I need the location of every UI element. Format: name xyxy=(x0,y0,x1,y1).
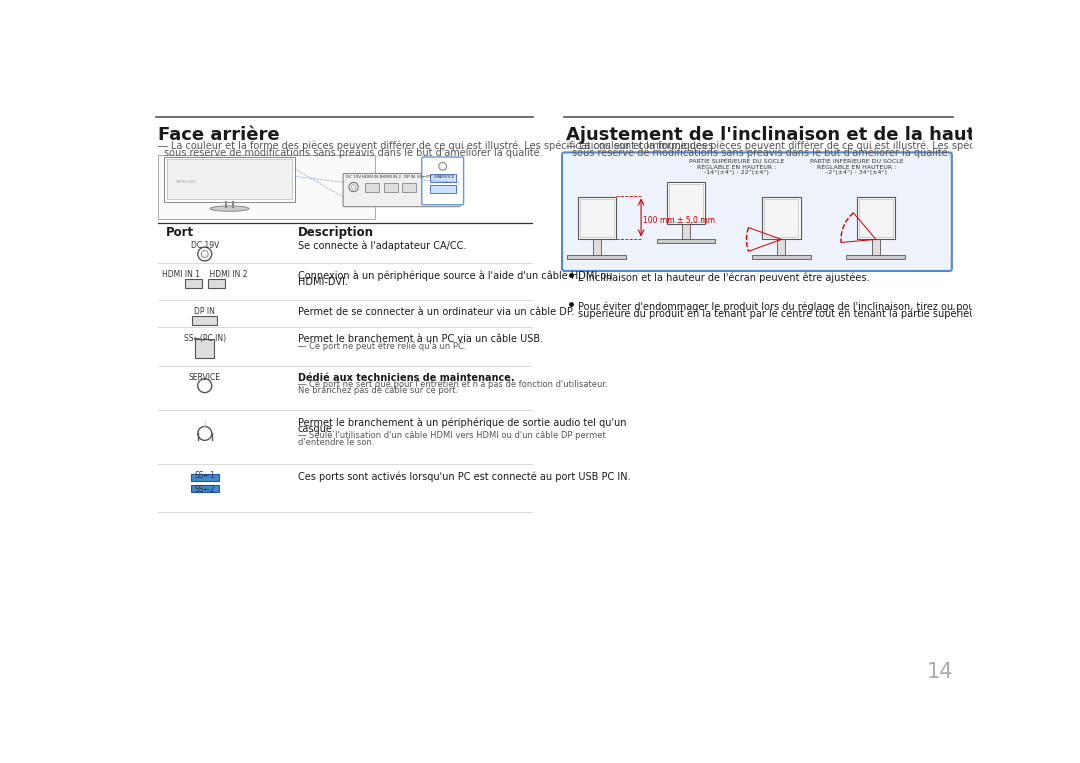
Text: Se connecte à l'adaptateur CA/CC.: Se connecte à l'adaptateur CA/CC. xyxy=(298,241,467,252)
Bar xyxy=(578,197,617,240)
Text: ― Ce port ne peut être relié qu'à un PC.: ― Ce port ne peut être relié qu'à un PC. xyxy=(298,341,467,350)
Text: Face arrière: Face arrière xyxy=(159,126,280,144)
Text: Ajustement de l'inclinaison et de la hauteur du produit: Ajustement de l'inclinaison et de la hau… xyxy=(566,126,1080,144)
Bar xyxy=(191,475,218,481)
Text: Pour éviter d'endommager le produit lors du réglage de l'inclinaison, tirez ou p: Pour éviter d'endommager le produit lors… xyxy=(578,302,1040,312)
Bar xyxy=(567,255,626,259)
Text: ♩: ♩ xyxy=(203,420,206,429)
Text: HDMI IN 2: HDMI IN 2 xyxy=(381,175,401,179)
Text: -14°(±4°) - 22°(±4°): -14°(±4°) - 22°(±4°) xyxy=(704,170,769,175)
Text: SS←(PC IN): SS←(PC IN) xyxy=(184,334,226,343)
Text: SAMSUNG: SAMSUNG xyxy=(175,179,197,184)
Bar xyxy=(207,278,225,288)
Text: Connexion à un périphérique source à l'aide d'un câble HDMI ou: Connexion à un périphérique source à l'a… xyxy=(298,270,612,281)
Bar xyxy=(383,183,397,192)
Text: -2°(±4°) - 34°(±4°): -2°(±4°) - 34°(±4°) xyxy=(826,170,887,175)
Text: Permet de se connecter à un ordinateur via un câble DP.: Permet de se connecter à un ordinateur v… xyxy=(298,307,575,317)
Text: SS←2: SS←2 xyxy=(194,485,215,494)
Text: sous réserve de modifications sans préavis dans le but d'améliorer la qualité.: sous réserve de modifications sans préav… xyxy=(572,147,950,157)
Bar xyxy=(403,183,416,192)
Text: casque.: casque. xyxy=(298,424,336,434)
Bar xyxy=(430,185,456,193)
Text: HDMI IN 1    HDMI IN 2: HDMI IN 1 HDMI IN 2 xyxy=(162,270,247,279)
Bar xyxy=(778,240,785,255)
Text: Permet le branchement à un PC via un câble USB.: Permet le branchement à un PC via un câb… xyxy=(298,334,543,344)
Text: DP IN: DP IN xyxy=(194,307,215,316)
Text: 14: 14 xyxy=(927,662,953,682)
Text: HDMI IN 1: HDMI IN 1 xyxy=(362,175,382,179)
Bar xyxy=(195,340,214,358)
Bar xyxy=(657,240,715,243)
Bar xyxy=(185,278,202,288)
Bar xyxy=(191,485,218,492)
Bar xyxy=(666,182,705,224)
Text: 100 mm ± 5,0 mm: 100 mm ± 5,0 mm xyxy=(644,216,715,225)
Bar xyxy=(422,182,434,194)
Bar xyxy=(164,157,295,201)
Bar xyxy=(847,255,905,259)
Text: sous réserve de modifications sans préavis dans le but d'améliorer la qualité.: sous réserve de modifications sans préav… xyxy=(164,147,543,157)
Text: SERVICE: SERVICE xyxy=(437,175,456,179)
Text: RÉGLABLE EN HAUTEUR :: RÉGLABLE EN HAUTEUR : xyxy=(697,165,777,170)
Bar xyxy=(166,159,293,199)
Text: Ces ports sont activés lorsqu'un PC est connecté au port USB PC IN.: Ces ports sont activés lorsqu'un PC est … xyxy=(298,472,631,481)
Bar xyxy=(856,197,895,240)
Text: ― Seule l'utilisation d'un câble HDMI vers HDMI ou d'un câble DP permet: ― Seule l'utilisation d'un câble HDMI ve… xyxy=(298,431,606,440)
Bar xyxy=(859,199,893,237)
Text: PARTIE SUPÉRIEURE DU SOCLE: PARTIE SUPÉRIEURE DU SOCLE xyxy=(689,159,784,164)
Bar xyxy=(752,255,811,259)
Text: PARTIE INFÉRIEURE DU SOCLE: PARTIE INFÉRIEURE DU SOCLE xyxy=(810,159,903,164)
Text: d'entendre le son.: d'entendre le son. xyxy=(298,438,375,447)
Text: DC 19V: DC 19V xyxy=(346,175,361,179)
FancyBboxPatch shape xyxy=(422,157,463,204)
Text: ― La couleur et la forme des pièces peuvent différer de ce qui est illustré. Les: ― La couleur et la forme des pièces peuv… xyxy=(566,140,1080,150)
Text: Dédié aux techniciens de maintenance.: Dédié aux techniciens de maintenance. xyxy=(298,372,514,382)
Bar xyxy=(159,156,375,219)
Text: Permet le branchement à un périphérique de sortie audio tel qu'un: Permet le branchement à un périphérique … xyxy=(298,417,626,428)
Bar xyxy=(765,199,798,237)
Bar xyxy=(669,184,703,222)
Text: supérieure du produit en la tenant par le centre tout en tenant la partie supéri: supérieure du produit en la tenant par l… xyxy=(578,309,1044,319)
Bar xyxy=(683,224,690,240)
Text: ― Ce port ne sert que pour l'entretien et n'a pas de fonction d'utilisateur.: ― Ce port ne sert que pour l'entretien e… xyxy=(298,379,607,388)
Text: DC 19V: DC 19V xyxy=(190,241,219,250)
Bar xyxy=(430,174,456,182)
Text: SS←1: SS←1 xyxy=(194,472,215,480)
Text: RÉGLABLE EN HAUTEUR :: RÉGLABLE EN HAUTEUR : xyxy=(816,165,896,170)
Bar xyxy=(580,199,613,237)
Text: Port: Port xyxy=(166,227,194,240)
Text: ― La couleur et la forme des pièces peuvent différer de ce qui est illustré. Les: ― La couleur et la forme des pièces peuv… xyxy=(159,140,714,150)
FancyBboxPatch shape xyxy=(562,153,951,271)
Text: DP IN: DP IN xyxy=(404,175,415,179)
Text: HDMI-DVI.: HDMI-DVI. xyxy=(298,277,348,287)
Text: SERVICE: SERVICE xyxy=(189,372,220,382)
Bar xyxy=(593,240,600,255)
Ellipse shape xyxy=(211,206,248,211)
Text: SS←(PC IN): SS←(PC IN) xyxy=(417,175,440,179)
Bar xyxy=(365,183,379,192)
Text: Ne branchez pas de câble sur ce port.: Ne branchez pas de câble sur ce port. xyxy=(298,387,458,395)
Bar xyxy=(872,240,880,255)
Text: L'inclinaison et la hauteur de l'écran peuvent être ajustées.: L'inclinaison et la hauteur de l'écran p… xyxy=(578,272,869,283)
FancyBboxPatch shape xyxy=(343,173,460,207)
Text: Description: Description xyxy=(298,227,374,240)
Bar xyxy=(192,316,217,325)
Bar xyxy=(762,197,800,240)
